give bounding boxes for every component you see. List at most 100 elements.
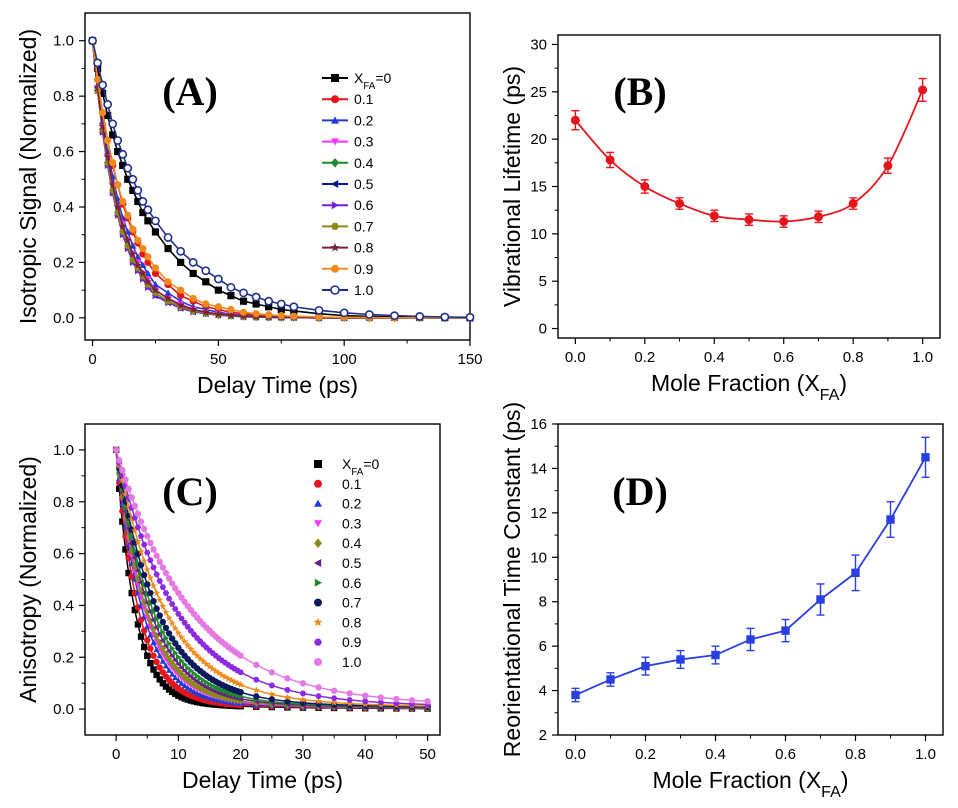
legend-marker bbox=[314, 538, 322, 548]
data-point bbox=[237, 669, 244, 676]
data-point bbox=[140, 598, 148, 606]
data-point bbox=[150, 652, 157, 659]
data-point bbox=[168, 619, 176, 627]
data-point bbox=[284, 687, 291, 693]
data-point bbox=[165, 595, 173, 602]
data-point bbox=[709, 211, 719, 221]
data-point bbox=[393, 700, 400, 706]
data-point bbox=[315, 313, 323, 321]
data-point bbox=[128, 174, 138, 184]
data-point bbox=[103, 152, 112, 161]
data-point bbox=[150, 608, 157, 615]
data-point bbox=[98, 80, 108, 90]
data-point bbox=[228, 695, 235, 704]
data-point bbox=[159, 680, 167, 687]
data-point bbox=[408, 697, 416, 704]
data-point bbox=[315, 684, 322, 691]
data-point bbox=[168, 580, 176, 587]
data-point bbox=[119, 197, 127, 206]
legend-label: 0.9 bbox=[342, 634, 362, 650]
data-point bbox=[202, 300, 210, 308]
data-point bbox=[237, 689, 244, 696]
y-tick-label: 0.4 bbox=[53, 597, 74, 614]
panel-c: 0 10 20 30 40 50 0.0 0.2 0.4 0.6 0.8 1.0 Delay Time … bbox=[15, 423, 441, 793]
series-0.8 bbox=[88, 36, 475, 322]
data-point bbox=[176, 301, 185, 309]
data-point bbox=[172, 606, 179, 612]
data-point bbox=[147, 645, 154, 652]
x-tick-label: 0 bbox=[88, 351, 96, 368]
data-point bbox=[177, 258, 185, 267]
data-point bbox=[139, 244, 147, 253]
legend-marker bbox=[314, 658, 322, 666]
data-point bbox=[180, 637, 189, 645]
x-tick-label: 0.0 bbox=[565, 746, 586, 763]
data-point bbox=[153, 646, 160, 653]
x-tick-label: 10 bbox=[170, 746, 187, 763]
data-point bbox=[134, 589, 142, 596]
data-point bbox=[210, 682, 216, 690]
legend-marker bbox=[331, 222, 339, 230]
data-point bbox=[160, 629, 167, 636]
x-axis-title-suffix: ) bbox=[839, 370, 847, 396]
data-point bbox=[128, 515, 136, 523]
data-point bbox=[227, 676, 236, 684]
data-point bbox=[284, 675, 291, 682]
x-tick-label: 0.6 bbox=[773, 349, 794, 366]
data-point bbox=[159, 618, 167, 626]
x-tick-label: 100 bbox=[332, 351, 357, 368]
legend-label: 0.2 bbox=[354, 112, 374, 128]
legend-label: 0.6 bbox=[342, 575, 362, 591]
data-point bbox=[128, 249, 137, 258]
data-point bbox=[168, 670, 176, 677]
y-tick-label: 30 bbox=[530, 36, 547, 53]
data-point bbox=[93, 75, 102, 84]
legend-label: 0.9 bbox=[354, 261, 374, 277]
x-axis-title-text: Delay Time (ps) bbox=[197, 372, 358, 398]
data-point bbox=[99, 89, 107, 97]
legend-marker bbox=[331, 95, 339, 104]
data-point bbox=[172, 674, 179, 681]
y-tick-label: 0.8 bbox=[53, 494, 74, 511]
legend-label-suffix: =0 bbox=[375, 70, 391, 86]
legend-marker bbox=[331, 264, 339, 273]
data-point bbox=[159, 657, 167, 664]
data-point bbox=[189, 294, 197, 303]
data-point bbox=[150, 639, 157, 646]
data-point bbox=[205, 662, 214, 670]
data-point bbox=[151, 285, 160, 294]
data-point bbox=[113, 202, 122, 211]
data-point bbox=[883, 161, 893, 171]
data-point bbox=[134, 197, 142, 206]
data-point bbox=[289, 302, 299, 312]
data-point bbox=[144, 253, 152, 261]
y-tick-label: 4 bbox=[539, 683, 547, 700]
y-tick-label: 0 bbox=[539, 321, 547, 338]
legend-label: 0.2 bbox=[342, 496, 362, 512]
data-point bbox=[150, 564, 157, 571]
data-point bbox=[268, 690, 276, 698]
panel-letter: (A) bbox=[162, 69, 218, 114]
data-point bbox=[140, 525, 148, 533]
data-point bbox=[119, 518, 126, 525]
data-point bbox=[216, 685, 223, 693]
y-axis-title: Reorientational Time Constant (ps) bbox=[499, 402, 525, 757]
legend-marker bbox=[314, 559, 322, 567]
data-point bbox=[230, 678, 239, 686]
data-point bbox=[222, 688, 229, 695]
y-tick-label: 20 bbox=[530, 131, 547, 148]
data-point bbox=[137, 533, 145, 539]
data-point bbox=[251, 292, 261, 302]
data-point bbox=[377, 694, 385, 701]
data-point bbox=[99, 109, 107, 117]
x-tick-label: 50 bbox=[419, 746, 436, 763]
data-point bbox=[147, 557, 154, 564]
data-point bbox=[330, 698, 338, 706]
data-point bbox=[362, 698, 369, 705]
data-point bbox=[265, 303, 273, 311]
legend-marker bbox=[331, 201, 339, 210]
data-point bbox=[156, 664, 163, 671]
legend-label-text: X bbox=[354, 70, 364, 86]
panel-letter: (C) bbox=[162, 469, 218, 514]
